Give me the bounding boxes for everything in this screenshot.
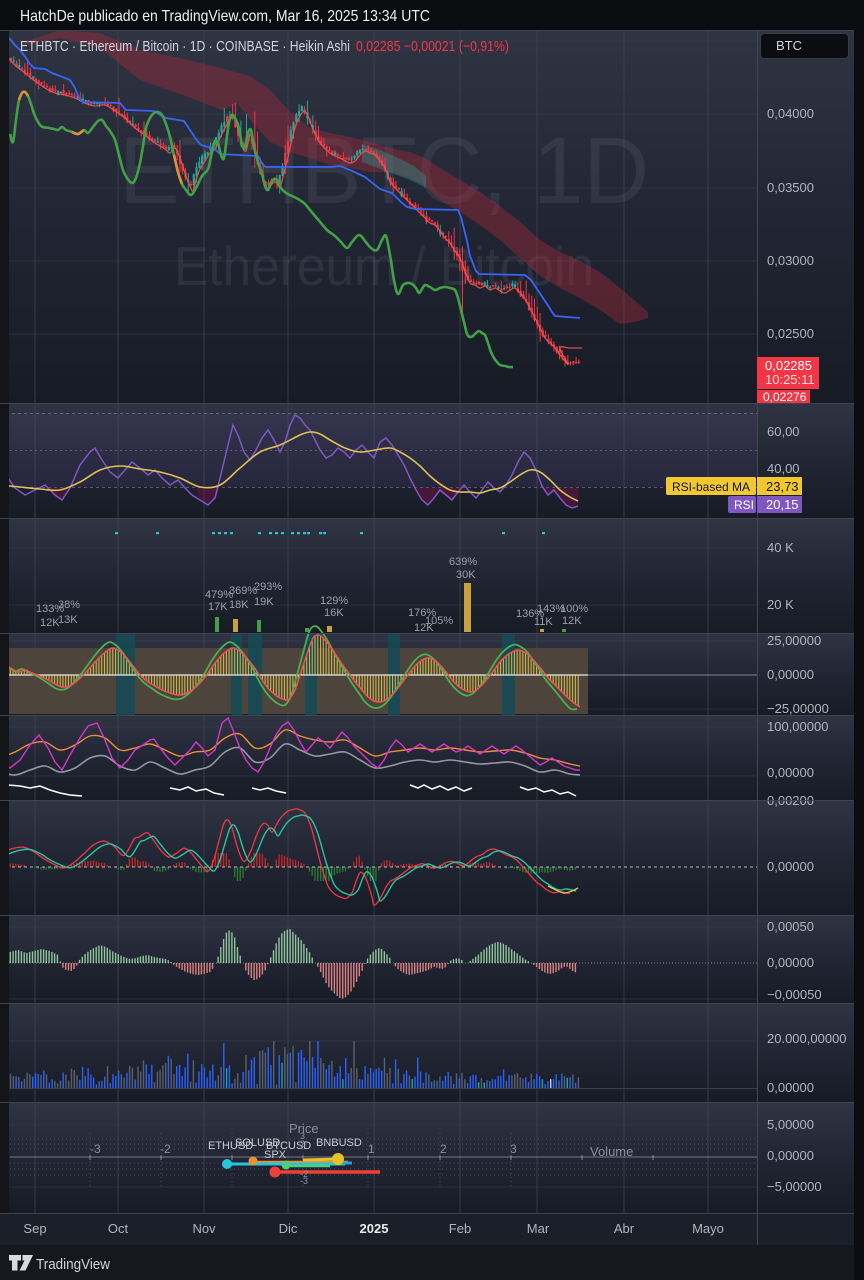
svg-text:Mar: Mar (527, 1221, 550, 1236)
svg-text:-2: -2 (160, 1142, 171, 1156)
svg-text:20.000,00000: 20.000,00000 (767, 1031, 847, 1046)
svg-text:Dic: Dic (279, 1221, 298, 1236)
svg-text:0,02500: 0,02500 (767, 326, 814, 341)
svg-text:23,73: 23,73 (766, 479, 799, 494)
svg-text:16K: 16K (324, 607, 344, 619)
svg-text:0,00000: 0,00000 (767, 765, 814, 780)
svg-text:369%: 369% (229, 585, 257, 597)
svg-text:40,00: 40,00 (767, 461, 800, 476)
svg-text:19K: 19K (254, 596, 274, 608)
svg-text:2: 2 (440, 1142, 447, 1156)
svg-text:143%: 143% (537, 603, 565, 615)
svg-text:30K: 30K (456, 569, 476, 581)
svg-text:105%: 105% (425, 615, 453, 627)
svg-text:136%: 136% (516, 608, 544, 620)
svg-text:25,00000: 25,00000 (767, 633, 821, 648)
svg-text:10:25:11: 10:25:11 (765, 372, 815, 387)
svg-text:1: 1 (368, 1142, 375, 1156)
svg-text:-3: -3 (300, 1176, 308, 1186)
svg-text:Abr: Abr (614, 1221, 635, 1236)
svg-text:3: 3 (300, 1131, 305, 1141)
svg-text:18K: 18K (229, 599, 249, 611)
svg-text:-2: -2 (300, 1169, 308, 1179)
svg-text:Price: Price (289, 1121, 319, 1136)
svg-text:SOLUSD: SOLUSD (235, 1137, 280, 1149)
svg-text:BNBUSD: BNBUSD (316, 1137, 362, 1149)
svg-text:176%: 176% (408, 607, 436, 619)
svg-text:12K: 12K (562, 615, 582, 627)
svg-text:0,03000: 0,03000 (767, 253, 814, 268)
svg-text:HatchDe publicado en TradingVi: HatchDe publicado en TradingView.com, Ma… (20, 8, 430, 25)
svg-text:Feb: Feb (449, 1221, 471, 1236)
svg-text:ETHBTC · Ethereum / Bitcoin ·: ETHBTC · Ethereum / Bitcoin · 1D · COINB… (20, 38, 350, 55)
svg-text:20,15: 20,15 (766, 497, 799, 512)
svg-text:2025: 2025 (360, 1221, 389, 1236)
svg-text:0,00000: 0,00000 (767, 1080, 814, 1095)
svg-text:0,00050: 0,00050 (767, 919, 814, 934)
svg-text:0,02285: 0,02285 (765, 358, 812, 373)
svg-text:2: 2 (300, 1139, 305, 1149)
svg-text:0,02285 −0,00021 (−0,91%): 0,02285 −0,00021 (−0,91%) (356, 38, 509, 55)
svg-text:Volume: Volume (590, 1144, 633, 1159)
svg-text:3: 3 (510, 1142, 517, 1156)
svg-text:20 K: 20 K (767, 597, 794, 612)
svg-text:BTC: BTC (776, 38, 802, 53)
svg-text:ETHUSD: ETHUSD (208, 1140, 253, 1152)
svg-text:40 K: 40 K (767, 540, 794, 555)
svg-text:129%: 129% (320, 595, 348, 607)
svg-text:Sep: Sep (23, 1221, 46, 1236)
svg-text:0,03500: 0,03500 (767, 180, 814, 195)
svg-text:100,00000: 100,00000 (767, 719, 828, 734)
svg-text:100%: 100% (560, 603, 588, 615)
svg-text:Nov: Nov (192, 1221, 216, 1236)
svg-text:0,00000: 0,00000 (767, 955, 814, 970)
svg-text:0,00000: 0,00000 (767, 859, 814, 874)
svg-text:5,00000: 5,00000 (767, 1117, 814, 1132)
svg-text:133%: 133% (36, 603, 64, 615)
svg-text:Mayo: Mayo (692, 1221, 724, 1236)
svg-text:13K: 13K (58, 614, 78, 626)
svg-text:639%: 639% (449, 556, 477, 568)
svg-text:0,00000: 0,00000 (767, 1148, 814, 1163)
svg-text:RSI-based MA: RSI-based MA (672, 480, 750, 494)
svg-text:60,00: 60,00 (767, 424, 800, 439)
svg-text:TradingView: TradingView (36, 1256, 110, 1273)
svg-text:Oct: Oct (108, 1221, 129, 1236)
svg-text:12K: 12K (414, 622, 434, 634)
svg-text:0,02276: 0,02276 (763, 390, 807, 404)
svg-text:-3: -3 (90, 1142, 101, 1156)
svg-text:0,00000: 0,00000 (767, 667, 814, 682)
svg-text:Ethereum / Bitcoin: Ethereum / Bitcoin (174, 235, 594, 297)
svg-text:11K: 11K (534, 616, 553, 628)
svg-text:12K: 12K (40, 617, 60, 629)
svg-text:17K: 17K (208, 601, 228, 613)
svg-text:−0,00050: −0,00050 (767, 987, 822, 1002)
svg-text:479%: 479% (205, 589, 233, 601)
svg-text:SPX: SPX (264, 1149, 287, 1161)
svg-text:38%: 38% (58, 599, 80, 611)
svg-text:−5,00000: −5,00000 (767, 1179, 822, 1194)
svg-text:−25,00000: −25,00000 (767, 701, 829, 716)
svg-text:0,04000: 0,04000 (767, 106, 814, 121)
svg-text:BTCUSD: BTCUSD (266, 1140, 311, 1152)
svg-text:RSI: RSI (734, 498, 754, 512)
svg-text:293%: 293% (254, 581, 282, 593)
